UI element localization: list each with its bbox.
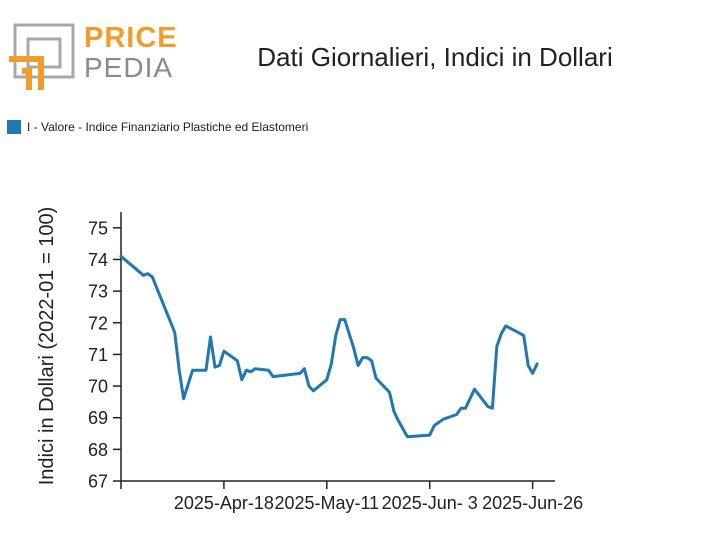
chart-title: Dati Giornalieri, Indici in Dollari <box>257 42 613 72</box>
x-tick-label: 2025-Jun- 3 <box>382 493 478 513</box>
y-tick-label: 68 <box>88 440 108 460</box>
legend-label: I - Valore - Indice Finanziario Plastich… <box>27 120 309 134</box>
x-tick-label: 2025-Jun-26 <box>482 493 583 513</box>
logo-word-price: PRICE <box>84 22 178 54</box>
legend-swatch <box>7 120 21 134</box>
logo-mark-icon <box>9 23 75 90</box>
chart-marks <box>119 254 539 439</box>
x-tick-label: 2025-May-11 <box>274 493 379 513</box>
y-tick-label: 71 <box>88 345 108 365</box>
pricepedia-logo: PRICE PEDIA <box>6 22 177 92</box>
y-tick-label: 74 <box>88 250 108 270</box>
chart-axes: 67 68 69 70 71 72 73 74 75 2025-Apr-18 2025-May-11… <box>88 212 583 513</box>
chart-legend: I - Valore - Indice Finanziario Plastich… <box>7 119 308 135</box>
y-tick-label: 72 <box>88 313 108 333</box>
y-tick-label: 69 <box>88 408 108 428</box>
logo-corner-inner <box>22 68 32 90</box>
logo-word-pedia: PEDIA <box>84 52 174 83</box>
series-line <box>119 254 539 439</box>
y-tick-label: 67 <box>88 472 108 492</box>
y-axis-label: Indici in Dollari (2022-01 = 100) <box>36 207 58 486</box>
logo-corner-outer <box>9 56 44 90</box>
x-tick-label: 2025-Apr-18 <box>174 493 274 513</box>
y-tick-label: 70 <box>88 377 108 397</box>
y-tick-label: 75 <box>88 218 108 238</box>
y-tick-label: 73 <box>88 282 108 302</box>
